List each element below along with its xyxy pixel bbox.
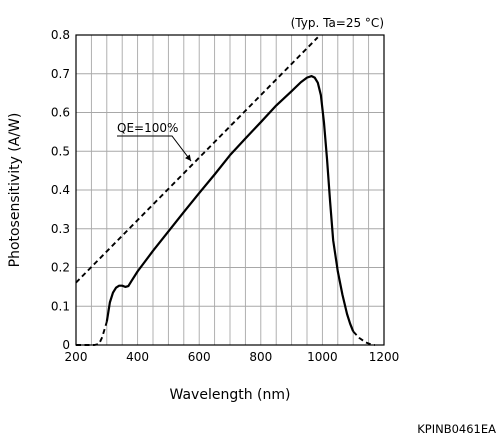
series-layer — [75, 36, 375, 346]
y-axis-title: Photosensitivity (A/W) — [7, 113, 23, 268]
figure-code: KPINB0461EA — [417, 422, 496, 436]
x-axis-title: Wavelength (nm) — [170, 387, 291, 403]
series-qe-100-line — [75, 36, 319, 284]
x-tick-label: 800 — [249, 350, 272, 364]
y-tick-label: 0.8 — [51, 28, 70, 42]
y-tick-label: 0.4 — [51, 183, 70, 197]
series-line-1 — [352, 330, 375, 346]
annotations: QE=100% — [117, 121, 192, 162]
qe-annotation-arrow — [185, 154, 192, 162]
y-tick-label: 0.2 — [51, 261, 70, 275]
tick-labels: 200 400 600 800 1000 1200 0 0.1 0.2 0.3 0.4 0.5 0.6 0… — [51, 28, 399, 364]
y-tick-label: 0.5 — [51, 144, 70, 158]
condition-note: (Typ. Ta=25 °C) — [291, 16, 384, 30]
x-tick-label: 400 — [126, 350, 149, 364]
plot-frame — [75, 34, 385, 346]
qe-annotation-label: QE=100% — [117, 121, 178, 135]
series-line-0 — [105, 74, 355, 332]
x-tick-label: 1000 — [307, 350, 338, 364]
y-tick-label: 0.7 — [51, 67, 70, 81]
grid — [76, 35, 384, 345]
y-tick-label: 0.3 — [51, 222, 70, 236]
qe-annotation-leader — [117, 135, 192, 162]
x-tick-label: 600 — [188, 350, 211, 364]
y-tick-label: 0 — [62, 338, 70, 352]
x-tick-label: 1200 — [369, 350, 400, 364]
y-tick-label: 0.1 — [51, 299, 70, 313]
y-tick-label: 0.6 — [51, 106, 70, 120]
x-tick-label: 200 — [65, 350, 88, 364]
